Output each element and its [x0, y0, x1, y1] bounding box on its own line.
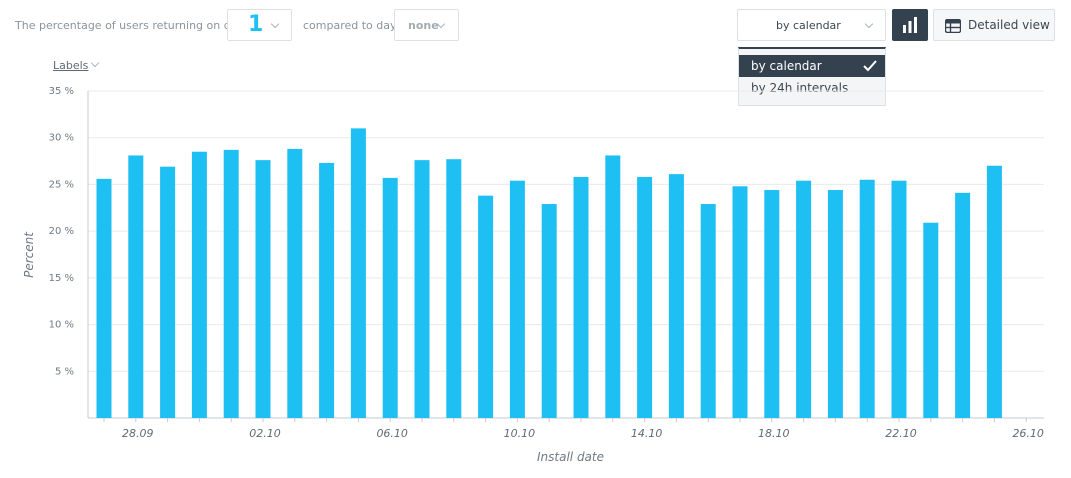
bar — [923, 222, 939, 418]
bar — [605, 155, 621, 419]
chart-view-button[interactable] — [892, 9, 928, 41]
x-tick-label: 02.10 — [249, 427, 281, 440]
bar — [255, 160, 271, 418]
day-value: 1 — [248, 12, 264, 37]
bar — [160, 166, 176, 418]
dropdown-item-label: by calendar — [751, 59, 822, 73]
bar — [191, 151, 207, 418]
bar — [541, 204, 557, 418]
compared-day-label: compared to day — [303, 19, 397, 32]
y-tick-label: 15 % — [49, 273, 74, 284]
dropdown-item-by-24h[interactable]: by 24h intervals — [739, 77, 885, 99]
bar — [668, 174, 684, 418]
x-tick-label: 10.10 — [504, 427, 536, 440]
bar — [446, 159, 462, 418]
x-tick-label: 14.10 — [631, 427, 663, 440]
bar — [891, 180, 907, 418]
x-tick-label: 22.10 — [885, 427, 917, 440]
bar — [827, 190, 843, 418]
returning-day-label: The percentage of users returning on day — [15, 19, 244, 32]
bar — [509, 180, 525, 418]
mode-select[interactable]: by calendar — [737, 9, 886, 41]
x-tick-label: 06.10 — [376, 427, 408, 440]
bar — [700, 204, 716, 418]
bar — [986, 165, 1002, 418]
bar — [478, 195, 494, 418]
bar — [955, 192, 971, 418]
dropdown-item-by-calendar[interactable]: by calendar — [739, 55, 885, 77]
y-axis-title: Percent — [21, 232, 36, 278]
y-tick-label: 30 % — [49, 133, 74, 144]
day-select[interactable]: 1 — [227, 9, 292, 41]
detailed-view-button[interactable]: Detailed view — [933, 9, 1055, 41]
chevron-down-icon — [864, 19, 874, 29]
table-icon — [945, 19, 961, 33]
checkmark-icon — [863, 60, 877, 72]
bar — [796, 180, 812, 418]
bar — [350, 128, 366, 418]
compare-day-value: none — [408, 19, 439, 32]
bar — [223, 149, 239, 419]
labels-toggle[interactable]: Labels — [53, 59, 89, 72]
bar-chart-icon — [903, 17, 917, 33]
y-tick-label: 5 % — [55, 366, 74, 377]
bar — [382, 177, 398, 418]
mode-select-value: by calendar — [776, 19, 841, 32]
chevron-down-icon[interactable] — [90, 58, 100, 68]
x-tick-label: 28.09 — [122, 427, 154, 440]
y-tick-label: 35 % — [49, 86, 74, 97]
bar — [732, 186, 748, 418]
compare-day-select[interactable]: none — [394, 9, 459, 41]
y-tick-label: 25 % — [49, 179, 74, 190]
detailed-view-label: Detailed view — [968, 18, 1050, 32]
bar — [859, 179, 875, 418]
x-tick-label: 26.10 — [1012, 427, 1044, 440]
mode-dropdown-menu: by calendar by 24h intervals — [738, 47, 886, 106]
dropdown-item-label: by 24h intervals — [751, 81, 849, 95]
bar — [319, 162, 335, 418]
bar — [287, 148, 303, 418]
x-axis-title: Install date — [537, 450, 604, 464]
chevron-down-icon — [270, 19, 280, 29]
bar — [764, 190, 780, 418]
bar — [96, 178, 112, 418]
bar — [573, 176, 589, 418]
x-tick-label: 18.10 — [758, 427, 790, 440]
bar — [414, 160, 430, 418]
y-tick-label: 20 % — [49, 226, 74, 237]
y-tick-label: 10 % — [49, 320, 74, 331]
bar — [637, 176, 653, 418]
bar — [128, 155, 144, 419]
